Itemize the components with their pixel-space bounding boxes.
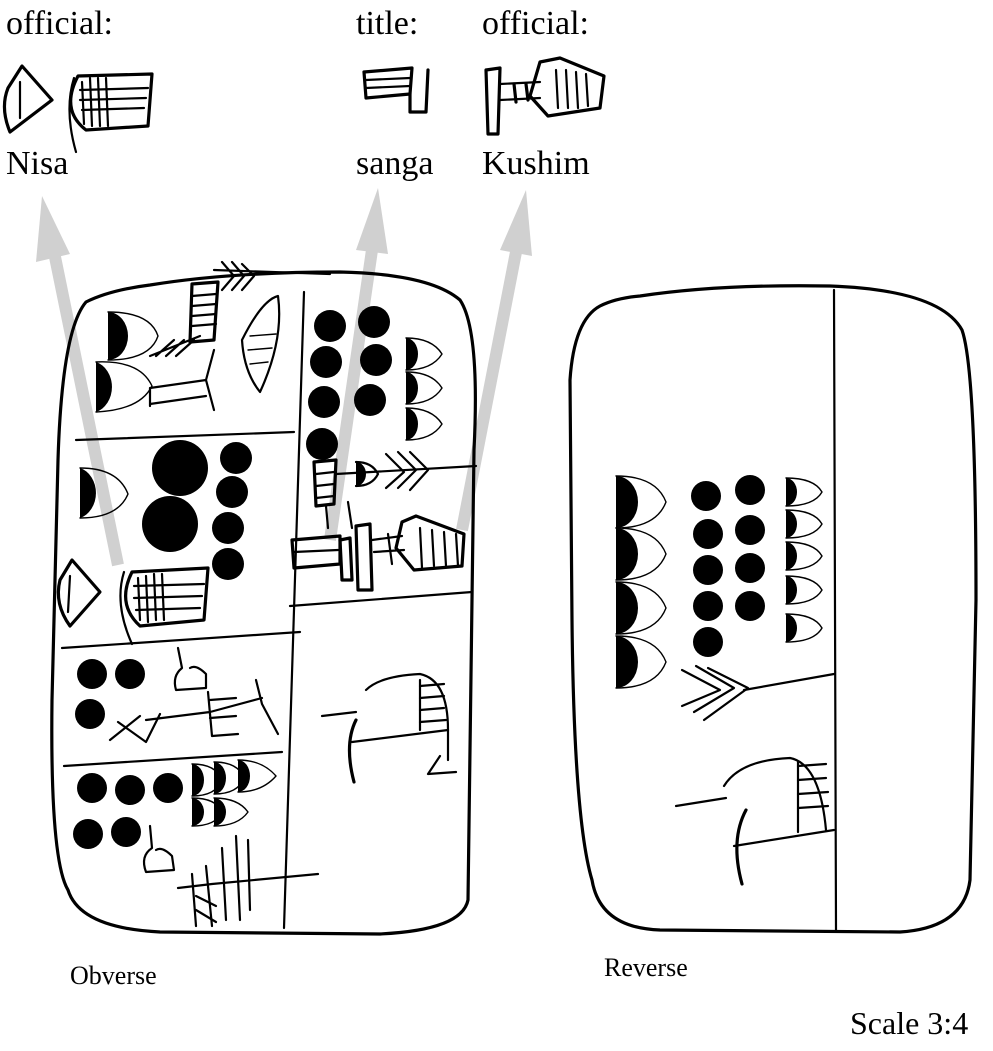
numeral-semicircle-icon xyxy=(406,372,418,404)
numeral-circle-icon xyxy=(111,817,141,847)
obverse-divider-h2 xyxy=(60,630,302,650)
obverse-case-4 xyxy=(73,759,320,928)
obverse-divider-h3 xyxy=(62,750,284,768)
reverse-outline xyxy=(568,284,978,934)
numeral-circle-icon xyxy=(693,627,723,657)
arrow-to-sanga-head xyxy=(356,188,388,254)
numeral-semicircle-icon xyxy=(616,582,638,634)
numeral-circle-icon xyxy=(693,519,723,549)
numeral-circle-icon xyxy=(735,475,765,505)
label-group-nisa: official: Nisa xyxy=(2,5,154,182)
numeral-circle-icon xyxy=(735,515,765,545)
numeral-circle-icon xyxy=(153,773,183,803)
numeral-semicircle-icon xyxy=(214,762,226,794)
numeral-circle-icon xyxy=(212,548,244,580)
role-label-title: title: xyxy=(356,5,418,42)
arrow-to-sanga xyxy=(324,249,378,541)
numeral-semicircle-icon xyxy=(192,798,204,826)
arrow-to-kushim xyxy=(456,250,522,532)
numeral-semicircle-icon xyxy=(80,468,96,518)
numeral-large-circle-icon xyxy=(142,496,198,552)
numeral-semicircle-icon xyxy=(406,408,418,440)
arrow-to-nisa xyxy=(48,250,124,567)
numeral-circle-icon xyxy=(77,773,107,803)
numeral-semicircle-icon xyxy=(786,510,797,538)
numeral-circle-icon xyxy=(691,481,721,511)
numeral-circle-icon xyxy=(310,346,342,378)
obverse-case-2 xyxy=(56,440,252,646)
obverse-case-5 xyxy=(306,306,478,530)
obverse-case-1 xyxy=(95,280,281,413)
name-label-kushim: Kushim xyxy=(482,145,590,182)
arrow-to-kushim-head xyxy=(500,190,532,256)
numeral-circle-icon xyxy=(735,591,765,621)
numeral-semicircle-icon xyxy=(406,338,418,370)
numeral-circle-icon xyxy=(693,555,723,585)
numeral-semicircle-icon xyxy=(786,478,797,506)
role-label-official-right: official: xyxy=(482,5,589,42)
reverse-caption: Reverse xyxy=(604,953,688,982)
sign-nisa-icon xyxy=(2,64,154,154)
obverse-case-6 xyxy=(290,514,466,592)
numeral-circle-icon xyxy=(308,386,340,418)
obverse-divider-h1 xyxy=(74,430,296,442)
numeral-circle-icon xyxy=(220,442,252,474)
obverse-divider-vertical xyxy=(282,290,306,930)
label-group-kushim: official: Kushim xyxy=(482,5,606,182)
name-label-sanga: sanga xyxy=(356,145,433,182)
numeral-circle-icon xyxy=(693,591,723,621)
numeral-circle-icon xyxy=(354,384,386,416)
name-label-nisa: Nisa xyxy=(6,145,68,182)
numeral-circle-icon xyxy=(306,428,338,460)
numeral-circle-icon xyxy=(115,659,145,689)
numeral-circle-icon xyxy=(216,476,248,508)
numeral-circle-icon xyxy=(77,659,107,689)
numeral-circle-icon xyxy=(358,306,390,338)
reverse-divider-vertical xyxy=(832,288,838,932)
numeral-circle-icon xyxy=(735,553,765,583)
role-label-official-left: official: xyxy=(6,5,113,42)
numeral-circle-icon xyxy=(314,310,346,342)
numeral-large-circle-icon xyxy=(152,440,208,496)
numeral-semicircle-icon xyxy=(192,764,204,796)
numeral-semicircle-icon xyxy=(238,760,250,792)
label-group-sanga: title: sanga xyxy=(356,5,433,182)
arrow-to-nisa-head xyxy=(36,196,70,262)
reverse-tablet: Reverse xyxy=(568,284,978,982)
numeral-semicircle-icon xyxy=(214,798,226,826)
obverse-caption: Obverse xyxy=(70,961,157,990)
numeral-semicircle-icon xyxy=(786,542,797,570)
obverse-case-3 xyxy=(75,646,280,744)
pointer-arrows xyxy=(36,188,532,567)
numeral-semicircle-icon xyxy=(96,362,112,412)
numeral-circle-icon xyxy=(115,775,145,805)
numeral-circle-icon xyxy=(212,512,244,544)
sign-sanga-icon xyxy=(362,66,430,114)
numeral-semicircle-icon xyxy=(616,476,638,528)
numeral-semicircle-icon xyxy=(108,312,128,360)
sign-kushim-icon xyxy=(484,56,606,136)
numeral-circle-icon xyxy=(360,344,392,376)
numeral-semicircle-icon xyxy=(616,636,638,688)
scale-label: Scale 3:4 xyxy=(850,1005,968,1041)
obverse-divider-right xyxy=(288,590,474,608)
numeral-circle-icon xyxy=(75,699,105,729)
reverse-case-2 xyxy=(674,756,836,886)
numeral-circle-icon xyxy=(73,819,103,849)
reverse-case-1 xyxy=(615,475,836,722)
obverse-outline xyxy=(50,270,477,936)
numeral-semicircle-icon xyxy=(616,528,638,580)
numeral-semicircle-icon xyxy=(786,614,797,642)
obverse-case-7 xyxy=(320,672,458,784)
obverse-sign-edge-icon xyxy=(212,260,332,292)
numeral-semicircle-icon xyxy=(786,576,797,604)
obverse-tablet: Obverse xyxy=(50,260,478,990)
